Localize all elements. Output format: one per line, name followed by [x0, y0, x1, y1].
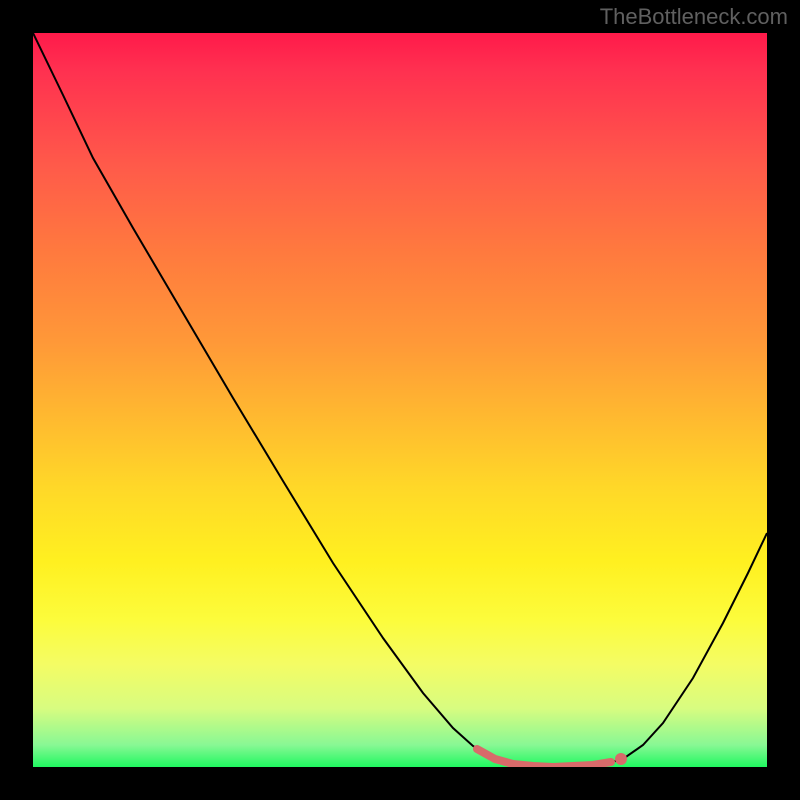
- chart-container: TheBottleneck.com: [0, 0, 800, 800]
- watermark-text: TheBottleneck.com: [600, 4, 788, 30]
- highlight-segment: [477, 749, 611, 767]
- plot-area: [33, 33, 767, 767]
- bottleneck-curve: [33, 33, 767, 767]
- curve-svg: [33, 33, 767, 767]
- highlight-end-dot: [615, 753, 627, 765]
